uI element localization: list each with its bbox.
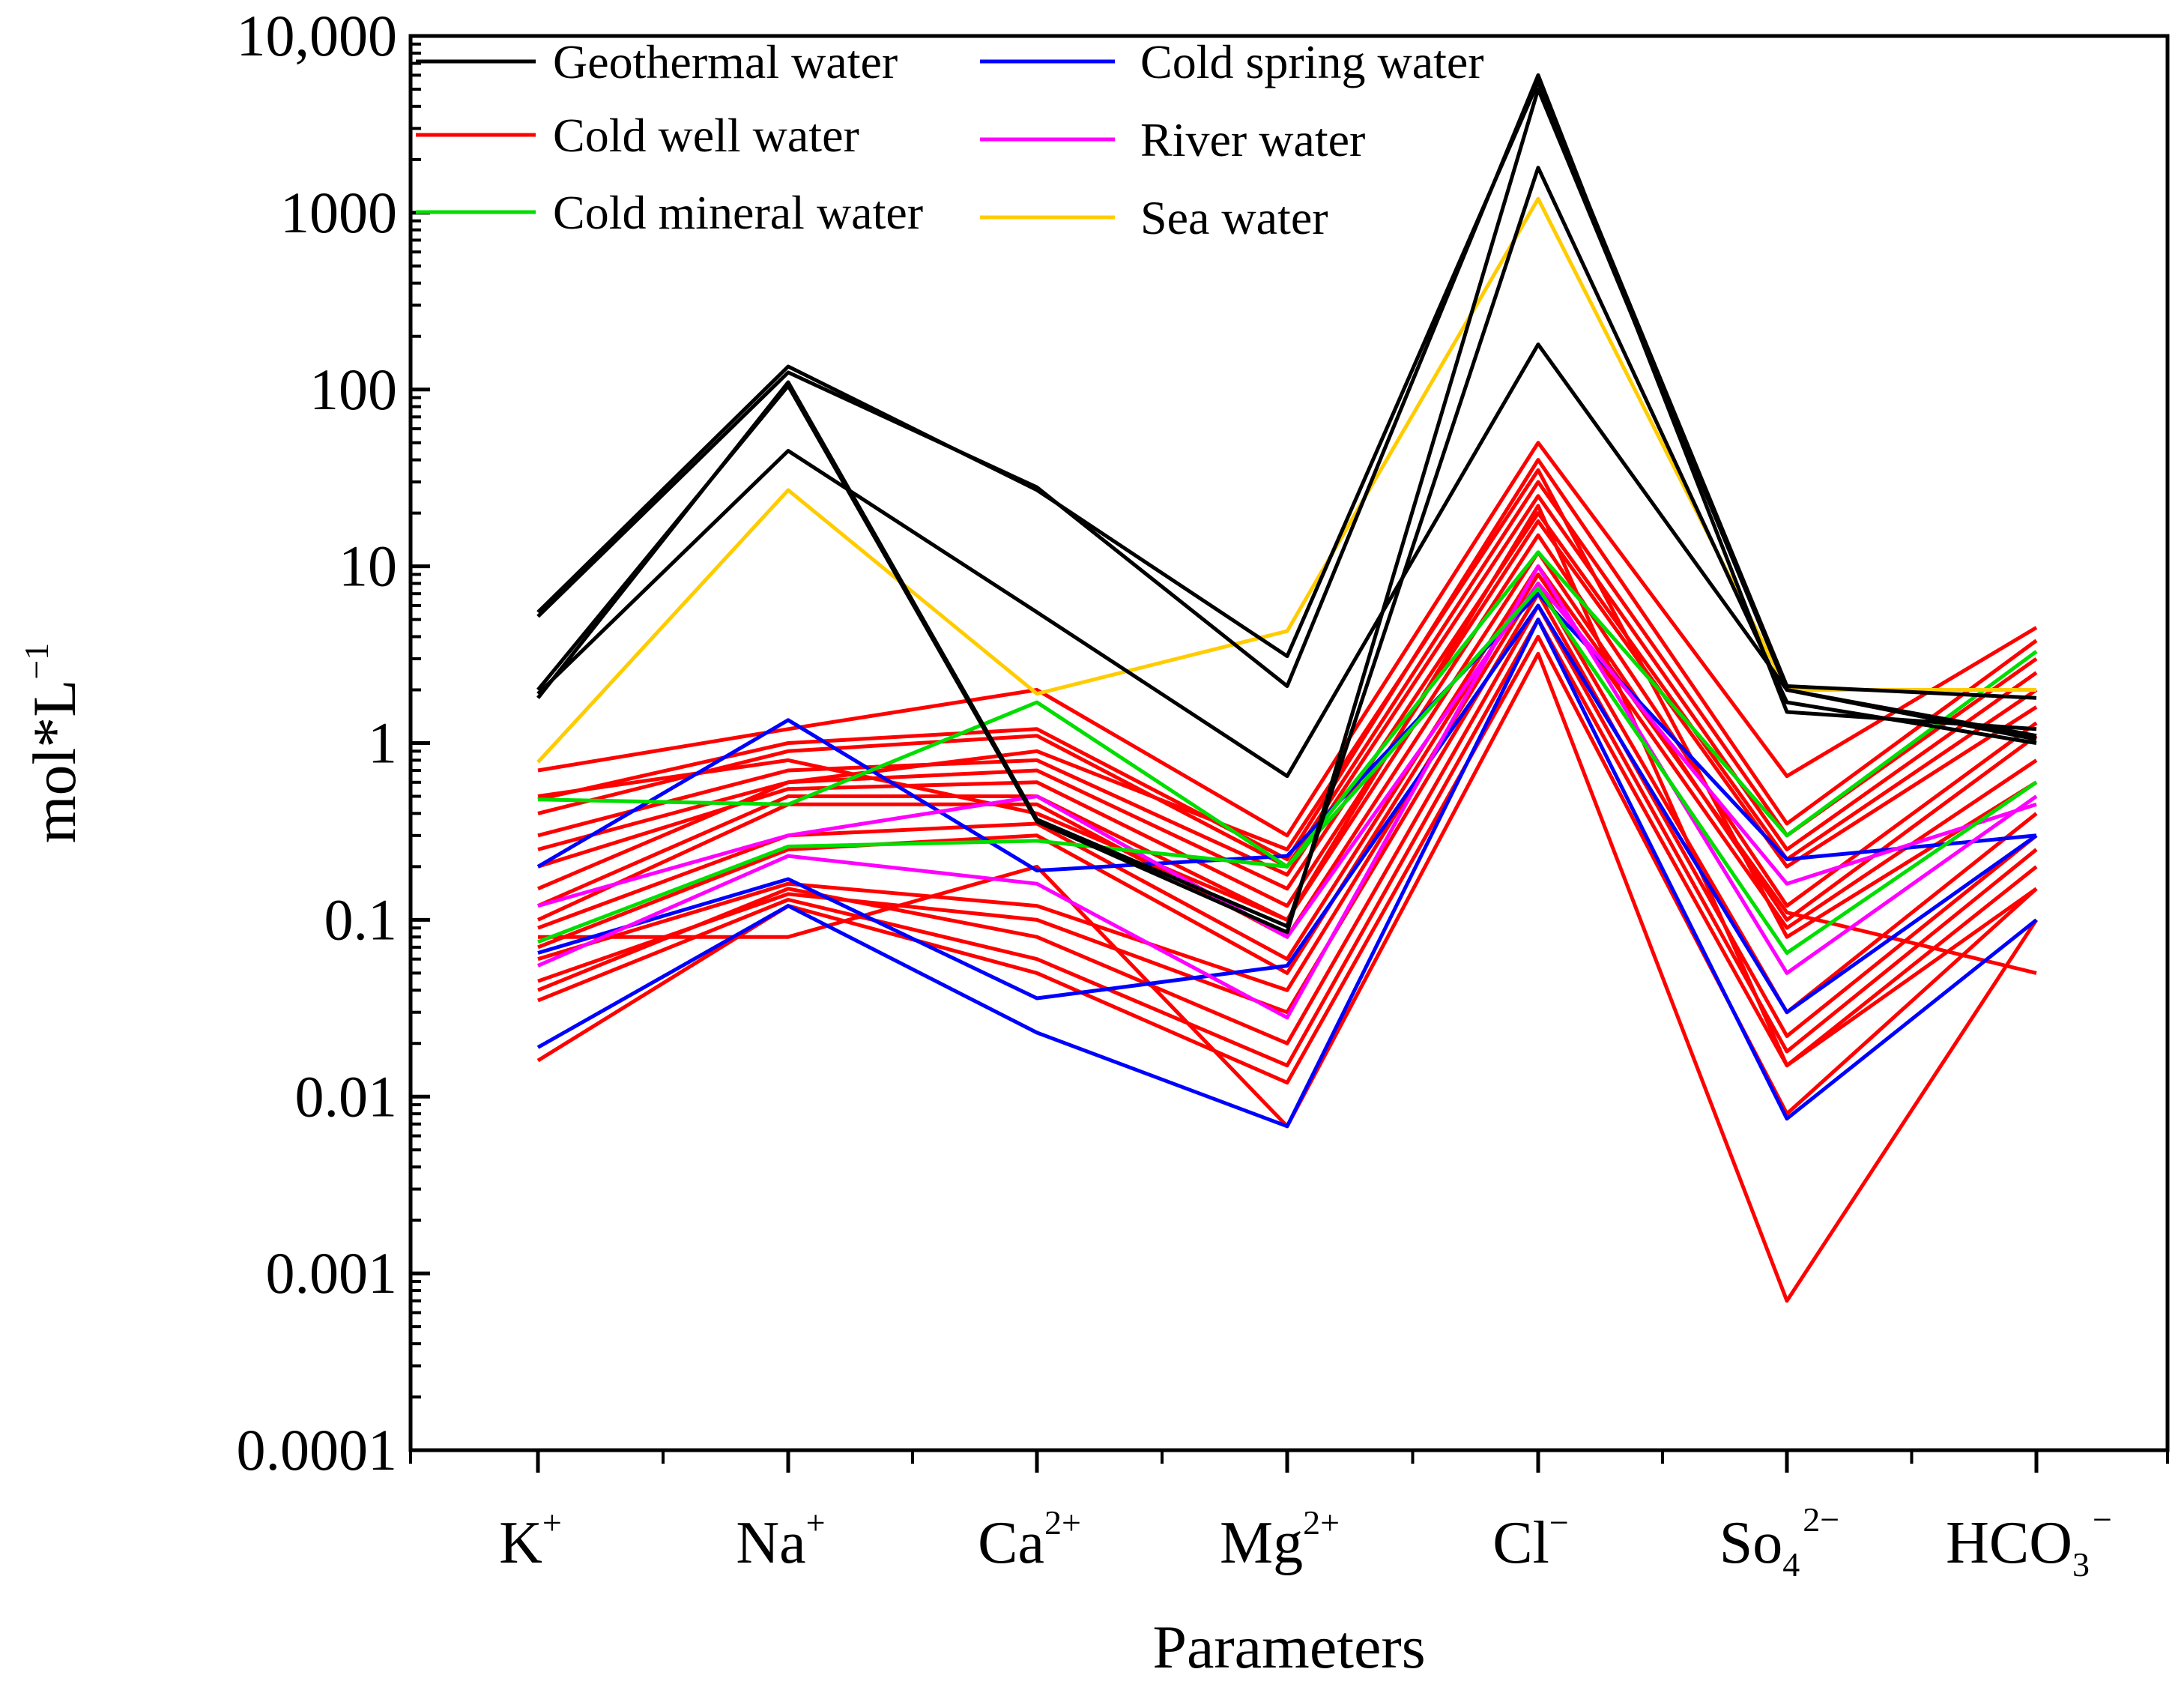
series-line-cold-mineral-water	[537, 550, 2038, 869]
x-tick-label: Mg2+	[1220, 1503, 1340, 1576]
x-tick-label-base: Na	[736, 1510, 805, 1576]
x-tick-label: So42−	[1719, 1500, 1839, 1584]
y-tick-label: 1000	[280, 180, 397, 245]
legend: Geothermal water Cold well water Cold mine…	[416, 35, 1484, 244]
x-axis-title: Parameters	[1152, 1613, 1425, 1681]
x-tick-label-sup: −	[1549, 1503, 1569, 1542]
x-tick-label-sup: +	[542, 1503, 562, 1542]
x-tick-label-base: HCO	[1946, 1510, 2072, 1576]
x-tick-label-base: So	[1719, 1510, 1783, 1576]
series-line-river-water	[536, 564, 2038, 1020]
series-line-geothermal-water	[536, 342, 2037, 779]
x-tick-labels: K+ Na+ Ca2+ Mg2+ Cl− So42− HCO3−	[499, 1500, 2112, 1584]
y-tick-labels: 10,000 1000 100 10 1 0.1 0.01 0.001 0.0001	[237, 3, 398, 1482]
y-tick-label: 0.0001	[237, 1417, 398, 1482]
x-tick-label: HCO3−	[1946, 1500, 2112, 1584]
series-line-cold-well-water	[537, 458, 2038, 862]
series-line-cold-well-water	[537, 603, 2038, 1054]
x-tick-label: K+	[499, 1503, 562, 1576]
y-tick-label: 0.01	[295, 1063, 398, 1129]
x-tick-label: Ca2+	[978, 1503, 1081, 1576]
x-tick-label-base: K	[499, 1510, 542, 1576]
legend-label: River water	[1140, 113, 1365, 166]
legend-label: Sea water	[1140, 191, 1328, 244]
y-tick-label: 1	[368, 710, 397, 776]
x-tick-label-sup: −	[2093, 1500, 2112, 1539]
series-line-cold-well-water	[537, 441, 2038, 838]
series-line-cold-well-water	[537, 504, 2038, 1068]
legend-label: Cold spring water	[1140, 35, 1484, 88]
series-line-cold-well-water	[537, 494, 2038, 877]
x-tick-label-sub: 3	[2072, 1545, 2090, 1584]
x-tick-label-base: Ca	[978, 1510, 1044, 1576]
series-line-cold-spring-water	[537, 603, 2038, 1015]
y-tick-label: 10	[339, 534, 397, 599]
y-tick-label: 100	[309, 357, 397, 422]
series-line-river-water	[537, 582, 2037, 939]
series-line-cold-spring-water	[536, 618, 2038, 1129]
series-line-geothermal-water	[536, 73, 2037, 731]
series-line-cold-well-water	[536, 550, 2038, 939]
x-tick-label-base: Cl	[1492, 1510, 1549, 1576]
y-axis-title-sup: −1	[17, 643, 55, 680]
x-tick-label-sup: 2+	[1303, 1503, 1340, 1542]
series-line-geothermal-water	[536, 79, 2037, 700]
series-line-cold-well-water	[537, 519, 2038, 908]
y-axis-title-base: mol*L	[20, 680, 88, 844]
legend-label: Cold mineral water	[553, 186, 923, 239]
series-line-cold-spring-water	[536, 591, 2037, 873]
y-tick-label: 0.001	[266, 1240, 398, 1306]
series-layer	[536, 73, 2039, 1303]
x-tick-label-sup: +	[806, 1503, 826, 1542]
series-line-cold-well-water	[537, 468, 2038, 939]
series-line-cold-well-water	[536, 533, 2038, 922]
y-tick-label: 10,000	[237, 3, 398, 68]
x-tick-label: Cl−	[1492, 1503, 1569, 1576]
y-tick-label: 0.1	[324, 887, 398, 952]
series-line-cold-well-water	[538, 651, 2039, 1303]
x-tick-label-sup: 2−	[1803, 1500, 1839, 1539]
x-tick-label: Na+	[736, 1503, 825, 1576]
legend-label: Cold well water	[553, 109, 859, 162]
x-tick-label-sub: 4	[1782, 1545, 1800, 1584]
x-tick-label-base: Mg	[1220, 1510, 1303, 1576]
series-line-sea-water	[536, 196, 2036, 764]
series-line-cold-well-water	[537, 572, 2038, 975]
y-axis-title: mol*L−1	[17, 643, 88, 844]
series-line-cold-well-water	[537, 591, 2038, 1038]
series-line-cold-mineral-water	[537, 586, 2038, 955]
x-tick-label-sup: 2+	[1044, 1503, 1081, 1542]
plot-frame	[408, 34, 2170, 1452]
series-line-geothermal-water	[536, 166, 2037, 929]
legend-label: Geothermal water	[553, 35, 898, 88]
